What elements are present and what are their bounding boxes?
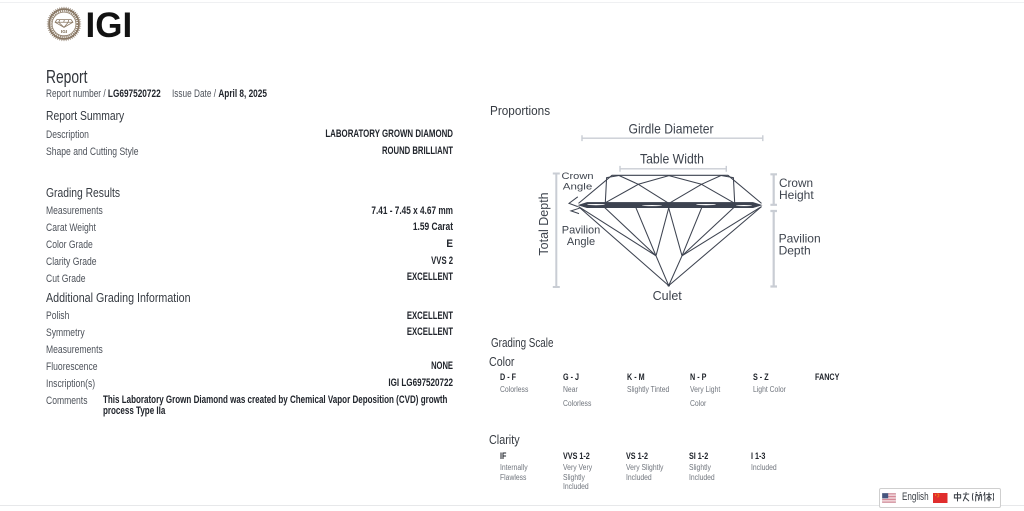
svg-text:Total Depth: Total Depth (537, 192, 551, 255)
svg-text:Crown: Crown (562, 171, 594, 182)
svg-text:1975: 1975 (61, 34, 67, 38)
svg-text:Crown: Crown (779, 176, 813, 190)
svg-text:Height: Height (779, 188, 814, 202)
svg-text:Pavilion: Pavilion (779, 231, 821, 245)
svg-text:Culet: Culet (653, 289, 683, 303)
svg-text:Table Width: Table Width (640, 150, 704, 166)
svg-text:Angle: Angle (567, 236, 595, 248)
svg-text:Angle: Angle (563, 182, 593, 193)
svg-text:IGI: IGI (61, 29, 67, 34)
svg-text:Girdle Diameter: Girdle Diameter (629, 121, 714, 137)
svg-text:Pavilion: Pavilion (562, 225, 601, 237)
svg-text:Depth: Depth (779, 244, 811, 258)
